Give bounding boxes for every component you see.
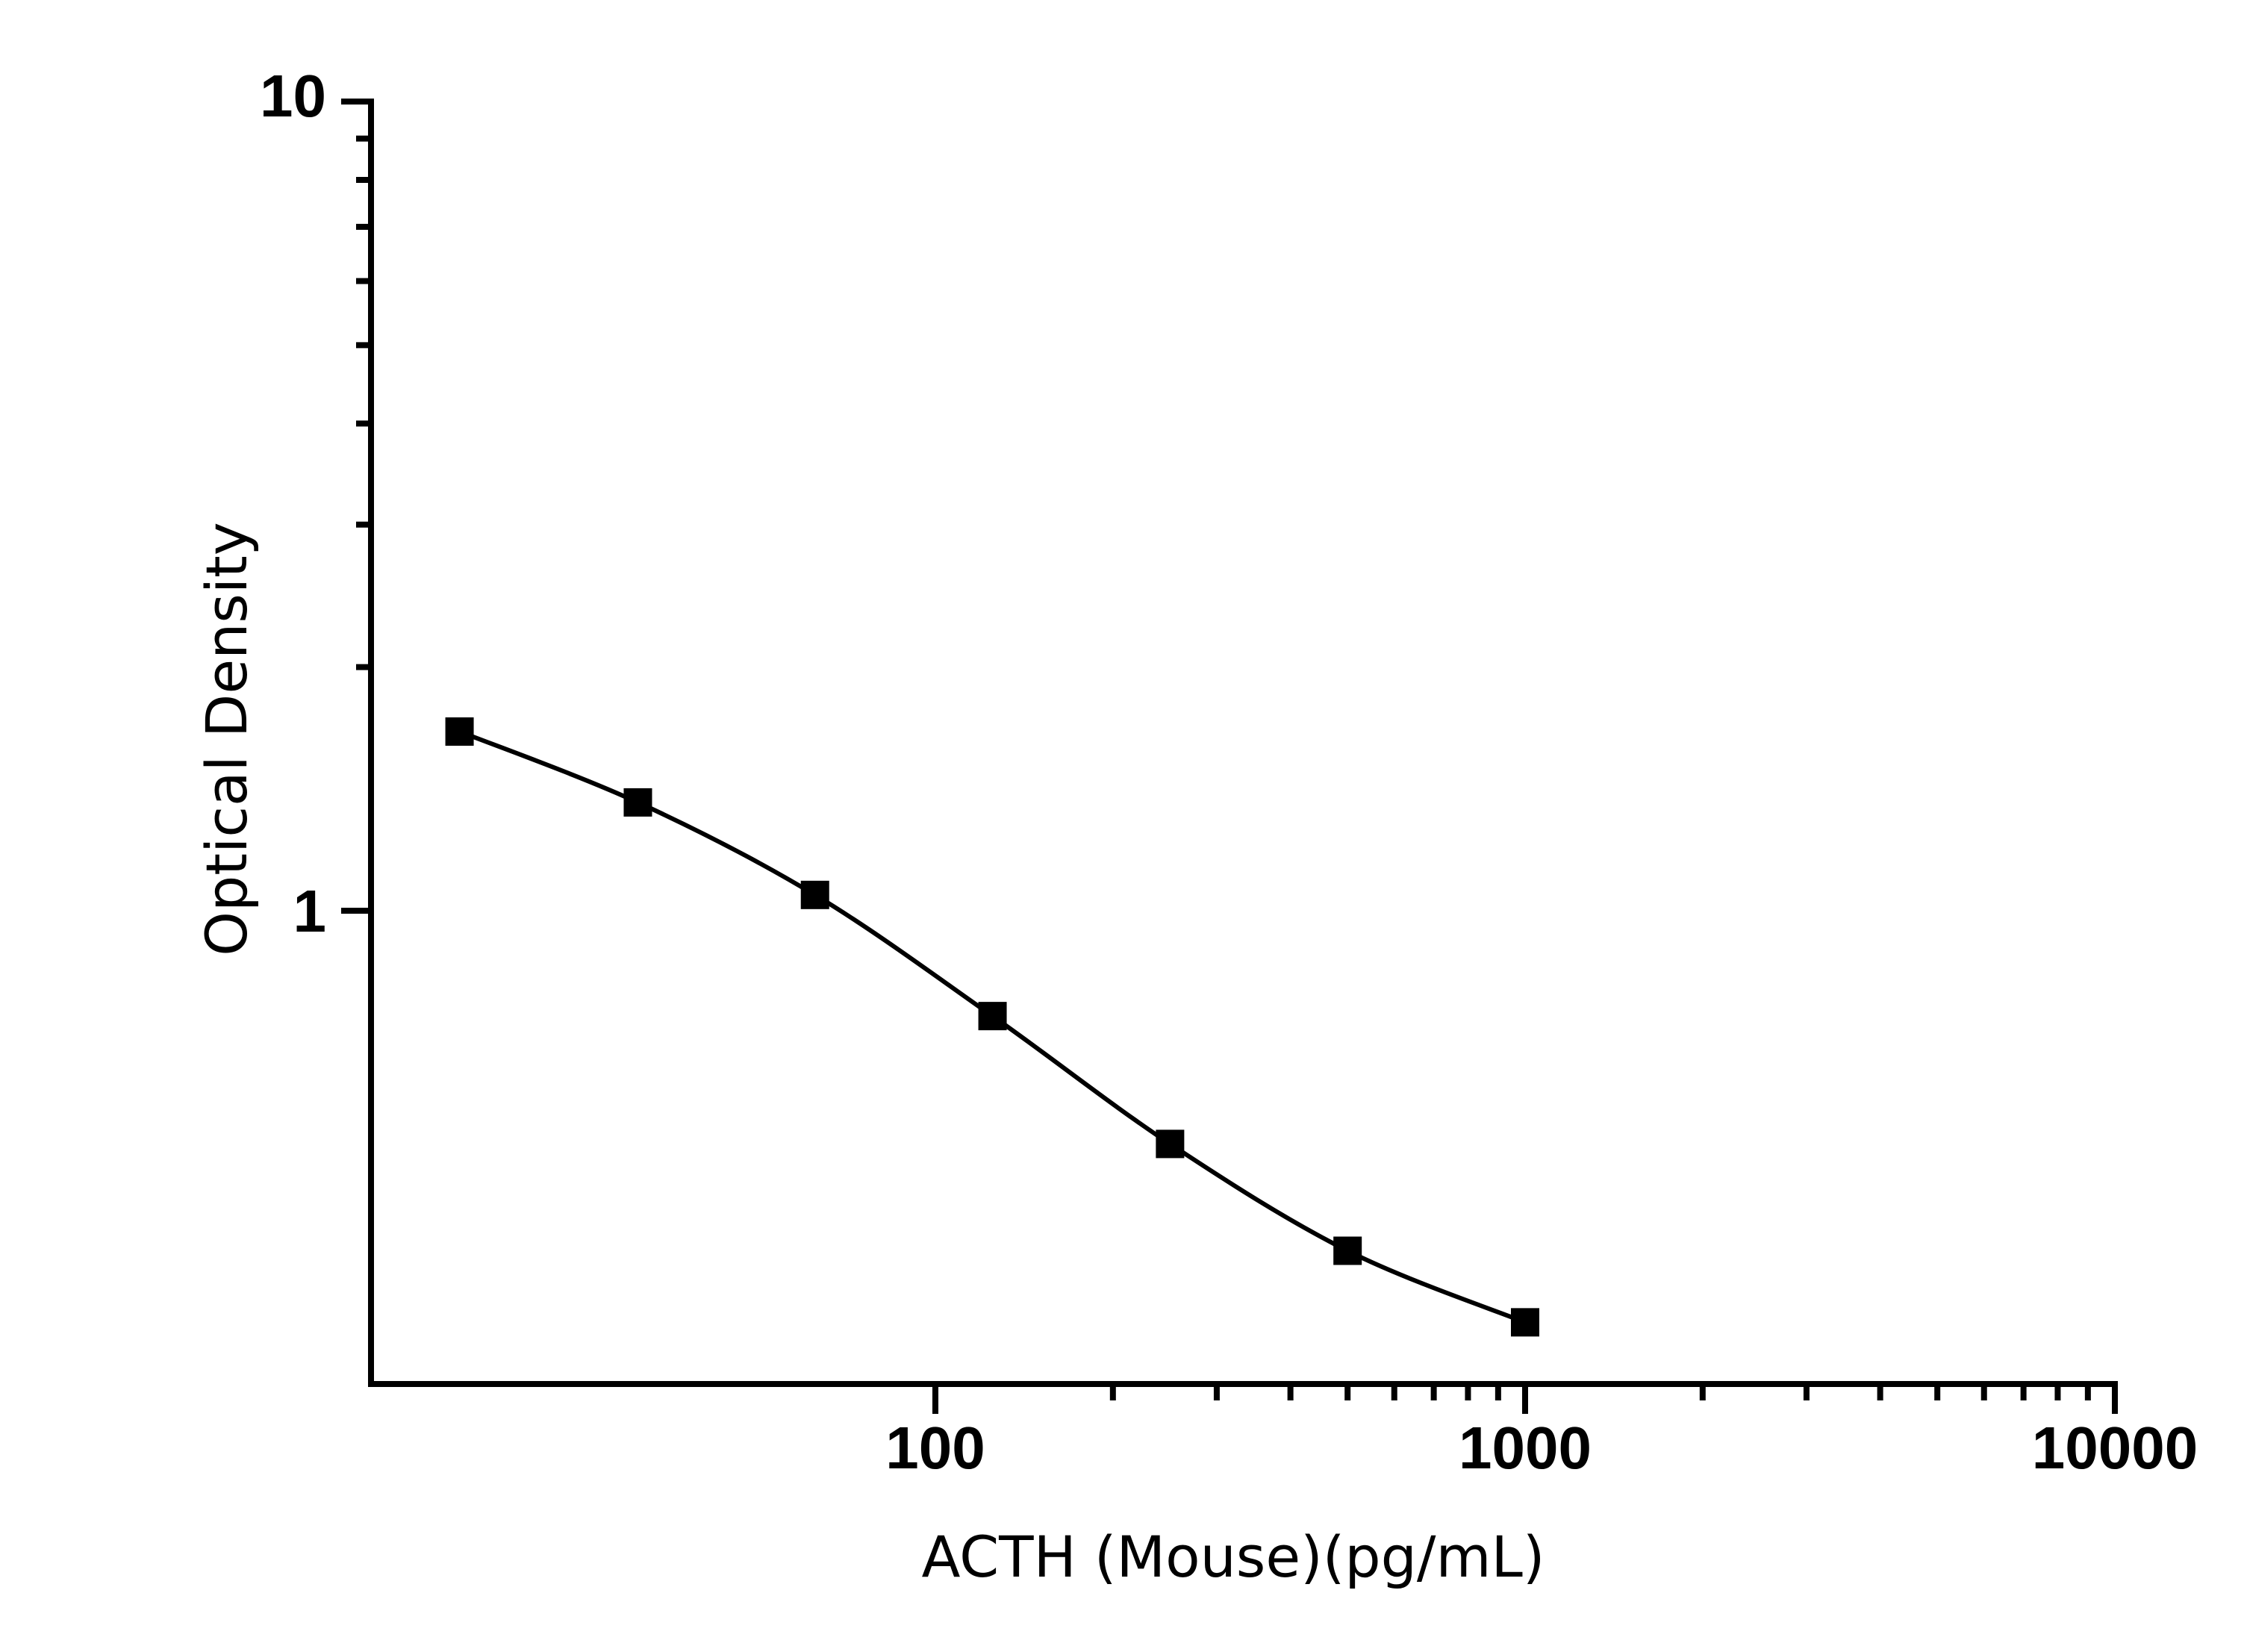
x-axis-title: ACTH (Mouse)(pg/mL) [921,1524,1545,1590]
axis-lines [368,99,2118,1387]
data-point-square [445,717,474,746]
data-point-square [978,1002,1007,1031]
axes [368,99,2118,1387]
data-point-square [1511,1308,1539,1337]
x-tick-label-100: 100 [885,1415,985,1481]
data-point-square [1156,1129,1185,1159]
y-tick-label-1: 1 [293,878,327,944]
y-axis-title: Optical Density [193,522,260,956]
tick-marks [341,99,2118,1414]
y-tick-label-10: 10 [260,63,326,129]
data-point-square [800,880,829,909]
data-points [445,717,1539,1337]
x-tick-label-10000: 10000 [2032,1415,2198,1481]
x-tick-label-1000: 1000 [1459,1415,1592,1481]
data-point-square [623,788,652,817]
data-point-square [1333,1236,1362,1265]
